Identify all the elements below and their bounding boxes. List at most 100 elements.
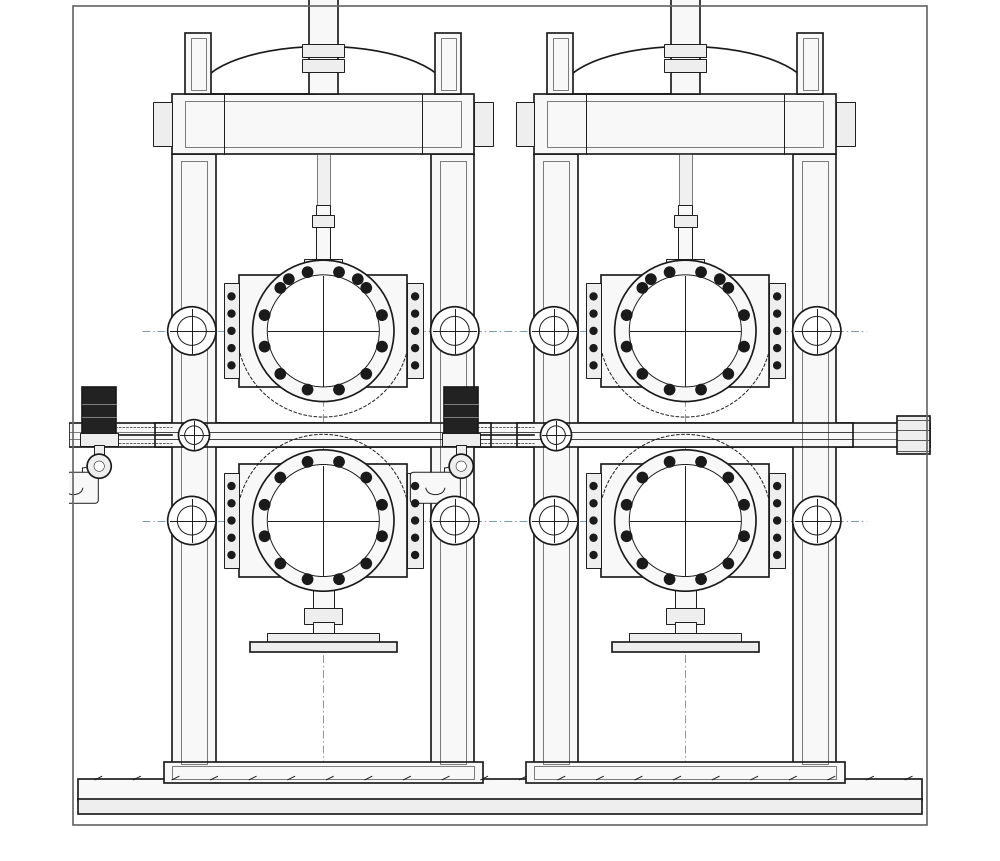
Bar xyxy=(675,623,696,635)
Circle shape xyxy=(774,500,781,507)
Circle shape xyxy=(228,294,235,300)
Bar xyxy=(516,103,534,146)
Bar xyxy=(224,284,239,379)
Circle shape xyxy=(228,517,235,524)
Circle shape xyxy=(590,294,597,300)
Bar xyxy=(304,260,342,276)
Circle shape xyxy=(456,461,466,472)
Bar xyxy=(769,474,785,568)
Bar xyxy=(78,799,922,814)
Circle shape xyxy=(547,426,565,445)
Circle shape xyxy=(793,497,841,545)
Bar xyxy=(664,60,706,73)
Circle shape xyxy=(774,362,781,369)
Circle shape xyxy=(739,311,749,321)
Circle shape xyxy=(590,483,597,490)
Circle shape xyxy=(590,345,597,352)
Bar xyxy=(153,103,172,146)
Circle shape xyxy=(412,294,419,300)
Circle shape xyxy=(774,517,781,524)
Circle shape xyxy=(664,385,675,395)
Circle shape xyxy=(637,283,648,294)
FancyBboxPatch shape xyxy=(410,473,460,504)
Bar xyxy=(302,45,344,58)
Circle shape xyxy=(696,457,706,468)
Bar xyxy=(797,34,823,95)
Circle shape xyxy=(302,457,313,468)
Circle shape xyxy=(621,531,632,542)
Circle shape xyxy=(253,261,394,402)
Bar xyxy=(793,155,836,771)
Circle shape xyxy=(590,500,597,507)
Bar xyxy=(316,206,330,216)
Circle shape xyxy=(302,574,313,585)
Bar xyxy=(769,284,785,379)
Bar xyxy=(239,276,407,387)
Bar xyxy=(407,284,423,379)
Bar xyxy=(239,465,407,577)
Circle shape xyxy=(275,369,285,380)
Circle shape xyxy=(590,328,597,335)
Bar xyxy=(313,623,334,635)
Circle shape xyxy=(168,497,216,545)
Bar xyxy=(474,103,493,146)
Bar xyxy=(629,634,741,644)
Circle shape xyxy=(412,535,419,542)
Circle shape xyxy=(361,369,371,380)
Bar xyxy=(666,609,704,624)
Circle shape xyxy=(377,311,387,321)
Circle shape xyxy=(723,369,733,380)
Circle shape xyxy=(530,307,578,356)
Circle shape xyxy=(774,328,781,335)
Circle shape xyxy=(629,276,741,387)
Bar xyxy=(172,155,216,771)
Circle shape xyxy=(696,268,706,278)
Bar xyxy=(803,39,818,90)
Circle shape xyxy=(168,307,216,356)
Bar xyxy=(666,260,704,276)
Circle shape xyxy=(228,345,235,352)
Bar xyxy=(267,634,379,644)
Circle shape xyxy=(739,500,749,511)
Circle shape xyxy=(361,559,371,569)
Circle shape xyxy=(541,420,572,451)
FancyBboxPatch shape xyxy=(48,473,98,504)
Circle shape xyxy=(177,506,206,536)
Circle shape xyxy=(228,500,235,507)
Circle shape xyxy=(228,535,235,542)
Bar xyxy=(586,284,601,379)
Circle shape xyxy=(185,426,203,445)
Bar xyxy=(897,417,930,455)
Circle shape xyxy=(228,483,235,490)
Circle shape xyxy=(664,457,675,468)
Bar xyxy=(612,642,759,653)
Circle shape xyxy=(275,559,285,569)
Bar xyxy=(191,39,206,90)
Bar xyxy=(78,779,922,800)
Bar xyxy=(674,216,697,228)
Circle shape xyxy=(259,531,270,542)
Circle shape xyxy=(87,455,111,479)
Bar xyxy=(547,102,823,148)
Bar xyxy=(94,445,104,456)
Bar xyxy=(313,577,334,611)
Circle shape xyxy=(412,517,419,524)
Bar xyxy=(678,226,692,260)
Circle shape xyxy=(723,283,733,294)
Circle shape xyxy=(637,559,648,569)
Circle shape xyxy=(696,574,706,585)
Circle shape xyxy=(259,500,270,511)
Bar xyxy=(69,424,931,448)
Circle shape xyxy=(774,483,781,490)
Circle shape xyxy=(774,294,781,300)
Bar xyxy=(181,162,207,764)
Circle shape xyxy=(621,342,632,352)
Circle shape xyxy=(431,307,479,356)
Bar xyxy=(155,424,491,448)
Circle shape xyxy=(412,345,419,352)
Bar xyxy=(407,474,423,568)
Circle shape xyxy=(590,552,597,559)
Circle shape xyxy=(723,473,733,483)
Bar xyxy=(431,155,474,771)
Circle shape xyxy=(646,275,656,285)
